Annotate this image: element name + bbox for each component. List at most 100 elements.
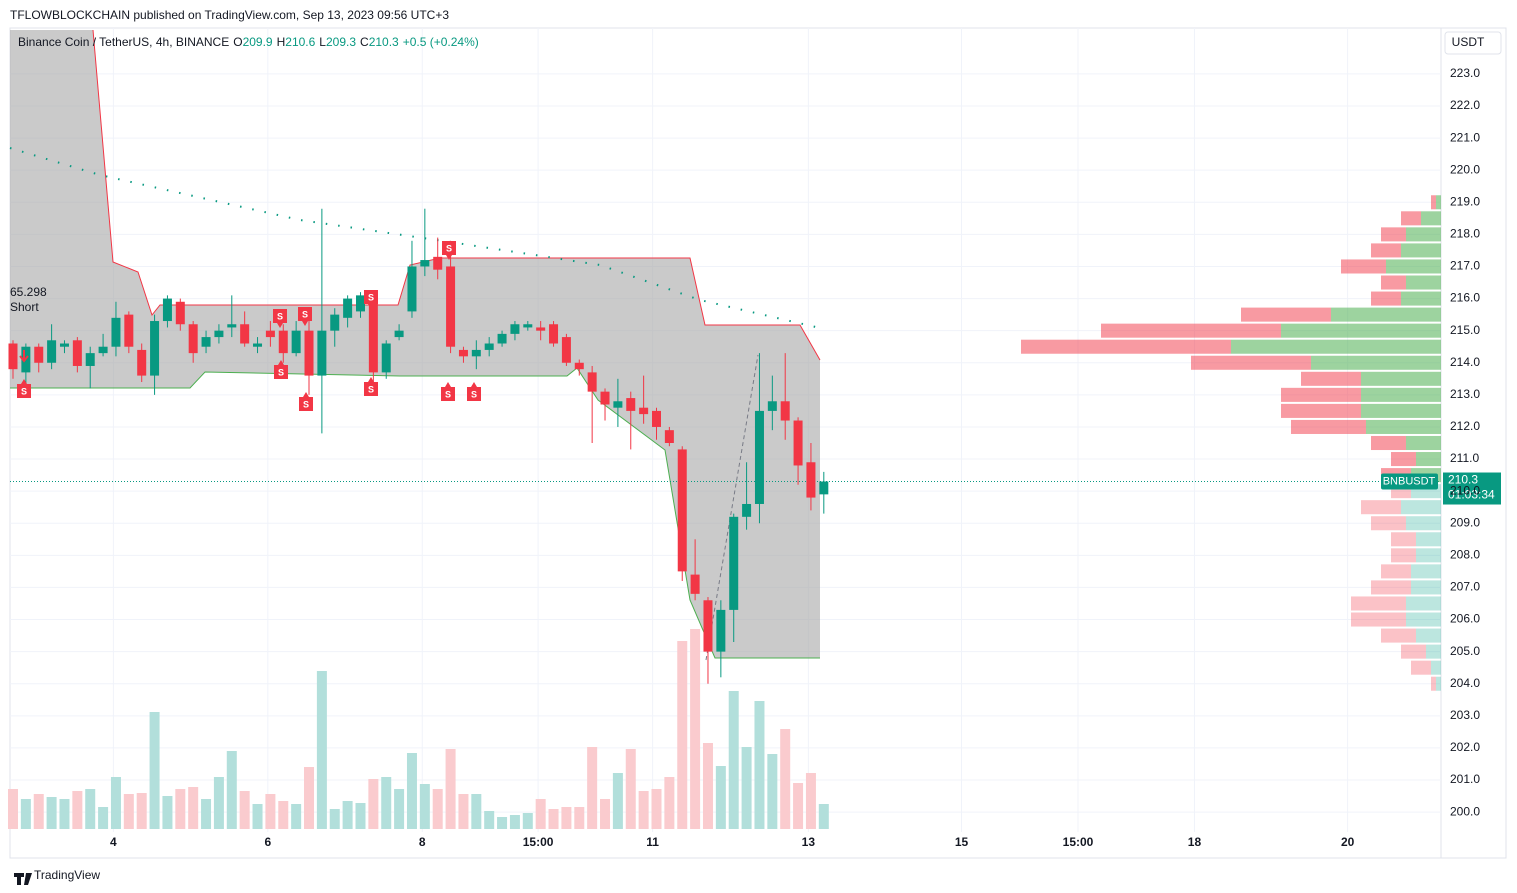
y-tick-label: 210.0 xyxy=(1450,483,1480,497)
x-tick-label: 8 xyxy=(419,835,426,849)
candle-body xyxy=(703,600,713,652)
volume-bar xyxy=(33,794,44,829)
candle-body xyxy=(806,462,816,498)
profile-up xyxy=(1401,500,1441,515)
volume-bar xyxy=(548,809,559,829)
volume-bar xyxy=(767,754,778,829)
volume-bar xyxy=(136,793,147,829)
volume-bar xyxy=(677,641,688,829)
candle-body xyxy=(510,324,520,334)
profile-up xyxy=(1406,227,1441,242)
signal-marker xyxy=(299,392,313,411)
y-tick-label: 216.0 xyxy=(1450,291,1480,305)
volume-bar xyxy=(59,799,70,829)
profile-down xyxy=(1371,291,1401,306)
candle-body xyxy=(626,398,636,411)
profile-up xyxy=(1416,532,1441,547)
volume-bar xyxy=(702,743,713,829)
volume-bar xyxy=(818,804,829,829)
countdown: 01:03:34 xyxy=(1448,488,1495,502)
volume-bar xyxy=(728,691,739,829)
candle-body xyxy=(742,503,752,517)
candle-body xyxy=(420,260,430,267)
profile-up xyxy=(1401,291,1441,306)
candle-body xyxy=(407,266,417,312)
profile-up xyxy=(1406,516,1441,531)
signals: S S S S S S S S S S xyxy=(17,241,481,411)
volume-bar xyxy=(226,751,237,829)
candle-body xyxy=(317,330,327,376)
currency[interactable]: USDT xyxy=(1452,35,1485,49)
signal-marker xyxy=(274,360,288,379)
profile-down xyxy=(1391,548,1416,563)
last-price: 210.3 xyxy=(1448,473,1478,487)
o-prefix: O xyxy=(233,35,243,49)
profile-down xyxy=(1241,307,1331,322)
volume-bar xyxy=(612,773,623,829)
candle-body xyxy=(72,340,82,366)
volume-bar xyxy=(201,799,212,829)
profile-down xyxy=(1381,628,1416,643)
x-tick-label: 4 xyxy=(110,835,117,849)
o-value: 209.9 xyxy=(242,35,273,49)
volume-bar xyxy=(432,789,443,829)
candle-body xyxy=(175,301,185,325)
volume-bar xyxy=(638,791,649,829)
volume-bar xyxy=(175,789,186,829)
profile-down xyxy=(1371,516,1406,531)
currency-box[interactable] xyxy=(1444,31,1502,55)
frame xyxy=(9,27,1507,859)
volume-bar xyxy=(72,791,83,829)
y-tick-label: 215.0 xyxy=(1450,323,1480,337)
volume-bar xyxy=(355,803,366,829)
volume-bar xyxy=(265,794,276,829)
x-tick-label: 11 xyxy=(646,835,659,849)
l-value: 209.3 xyxy=(325,35,357,49)
y-tick-label: 214.0 xyxy=(1450,355,1480,369)
symbol: BNBUSDT xyxy=(1383,475,1436,487)
profile-down xyxy=(1431,195,1436,210)
candle-body xyxy=(98,346,108,354)
candle-body xyxy=(85,353,95,366)
h: H210.6 xyxy=(277,35,316,49)
profile-up xyxy=(1436,195,1441,210)
profile-up xyxy=(1406,612,1441,627)
y-tick-label: 221.0 xyxy=(1450,130,1480,144)
signal-marker xyxy=(364,290,378,309)
profile-up xyxy=(1411,564,1441,579)
y-tick-label: 213.0 xyxy=(1450,387,1480,401)
candle-body xyxy=(201,337,211,347)
volume-bar xyxy=(394,789,405,829)
symbol-box xyxy=(1381,473,1438,490)
candle-body xyxy=(240,324,250,344)
volume-bar xyxy=(98,807,109,829)
profile-down xyxy=(1351,612,1406,627)
candle-body xyxy=(291,330,301,354)
profile-up xyxy=(1401,243,1441,258)
trend-channel xyxy=(10,30,820,658)
x-tick-label: 6 xyxy=(264,835,271,849)
footer: TradingView xyxy=(34,868,100,882)
volume-bar xyxy=(535,799,546,829)
profile-up xyxy=(1366,419,1441,434)
volume-bar xyxy=(715,766,726,829)
volume-bar xyxy=(625,749,636,829)
candle-body xyxy=(613,401,623,408)
channel-top xyxy=(92,29,821,361)
candle-body xyxy=(664,430,674,443)
volume-bar xyxy=(458,794,469,829)
indicator-value: 65.298 xyxy=(10,285,47,299)
volume-bar xyxy=(46,797,57,829)
volume-bar xyxy=(484,811,495,829)
y-tick-label: 205.0 xyxy=(1450,644,1480,658)
candle-body xyxy=(819,481,829,495)
profile-up xyxy=(1361,403,1441,418)
candle-body xyxy=(355,295,365,312)
candle-body xyxy=(652,410,661,427)
y-tick-label: 222.0 xyxy=(1450,98,1480,112)
candle-body xyxy=(523,324,533,328)
profile-down xyxy=(1371,243,1401,258)
o: O209.9 xyxy=(233,35,272,49)
profile-up xyxy=(1361,371,1441,386)
